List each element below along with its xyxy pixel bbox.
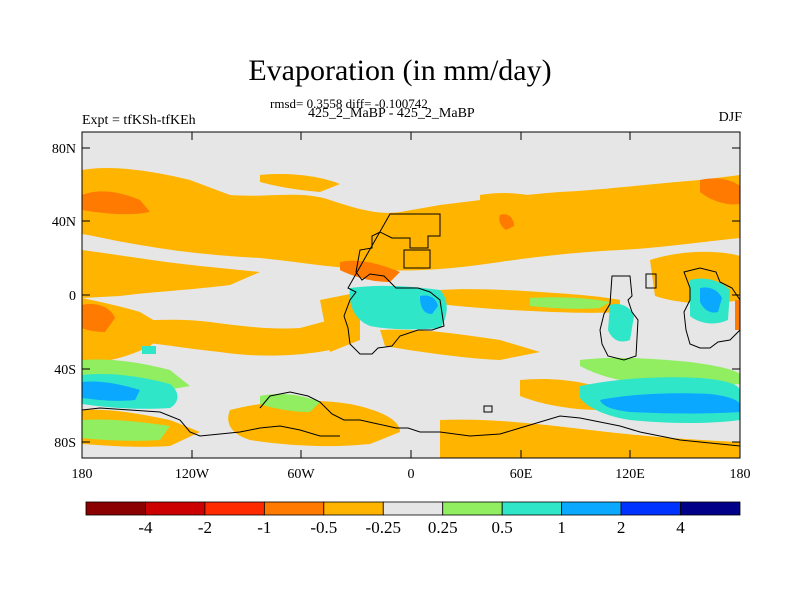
colorbar-label: -2 bbox=[198, 518, 212, 537]
colorbar-label: 0.25 bbox=[428, 518, 458, 537]
lat-tick-label: 80S bbox=[54, 436, 76, 451]
lon-tick-label: 120E bbox=[615, 467, 645, 482]
colorbar-swatch bbox=[680, 501, 741, 516]
lat-tick-label: 40N bbox=[52, 215, 76, 230]
colorbar-swatch bbox=[145, 501, 206, 516]
plot-title: Evaporation (in mm/day) bbox=[248, 54, 552, 87]
colorbar-swatch bbox=[85, 501, 146, 516]
lon-tick-labels: 180 120W 60W 0 60E 120E 180 bbox=[72, 467, 751, 482]
lat-tick-label: 40S bbox=[54, 363, 76, 378]
lon-tick-label: 180 bbox=[72, 467, 93, 482]
map-field bbox=[82, 132, 740, 458]
colorbar: -4 -2 -1 -0.5 -0.25 0.25 0.5 1 2 4 bbox=[85, 501, 741, 537]
lat-tick-label: 0 bbox=[69, 289, 76, 304]
colorbar-label: -1 bbox=[257, 518, 271, 537]
experiment-subtitle: 425_2_MaBP - 425_2_MaBP bbox=[308, 106, 475, 121]
stats-line: rmsd= 0.3558 diff= -0.100742 bbox=[270, 96, 428, 111]
colorbar-label: -4 bbox=[138, 518, 153, 537]
lon-tick-label: 0 bbox=[408, 467, 415, 482]
colorbar-swatch bbox=[323, 501, 384, 516]
strong-positive-regions bbox=[82, 287, 740, 414]
colorbar-label: 1 bbox=[557, 518, 566, 537]
colorbar-swatch bbox=[561, 501, 622, 516]
lat-tick-label: 80N bbox=[52, 142, 76, 157]
colorbar-swatch bbox=[442, 501, 503, 516]
colorbar-swatch bbox=[620, 501, 681, 516]
colorbar-swatch bbox=[263, 501, 325, 516]
lon-tick-label: 60W bbox=[287, 467, 315, 482]
colorbar-label: -0.25 bbox=[366, 518, 401, 537]
colorbar-swatch bbox=[382, 501, 444, 516]
lon-tick-label: 60E bbox=[510, 467, 533, 482]
lat-tick-labels: 80N 40N 0 40S 80S bbox=[52, 142, 76, 451]
colorbar-label: -0.5 bbox=[310, 518, 337, 537]
lat-axis bbox=[82, 147, 740, 443]
experiment-label: Expt = tfKSh-tfKEh bbox=[82, 113, 196, 128]
colorbar-label: 0.5 bbox=[492, 518, 513, 537]
colorbar-swatch bbox=[204, 501, 265, 516]
coastlines bbox=[82, 213, 740, 447]
colorbar-swatch bbox=[501, 501, 563, 516]
season-label: DJF bbox=[718, 110, 742, 125]
lon-axis bbox=[81, 132, 741, 458]
lon-tick-label: 120W bbox=[175, 467, 210, 482]
colorbar-label: 4 bbox=[676, 518, 685, 537]
lon-tick-label: 180 bbox=[730, 467, 751, 482]
colorbar-label: 2 bbox=[617, 518, 626, 537]
